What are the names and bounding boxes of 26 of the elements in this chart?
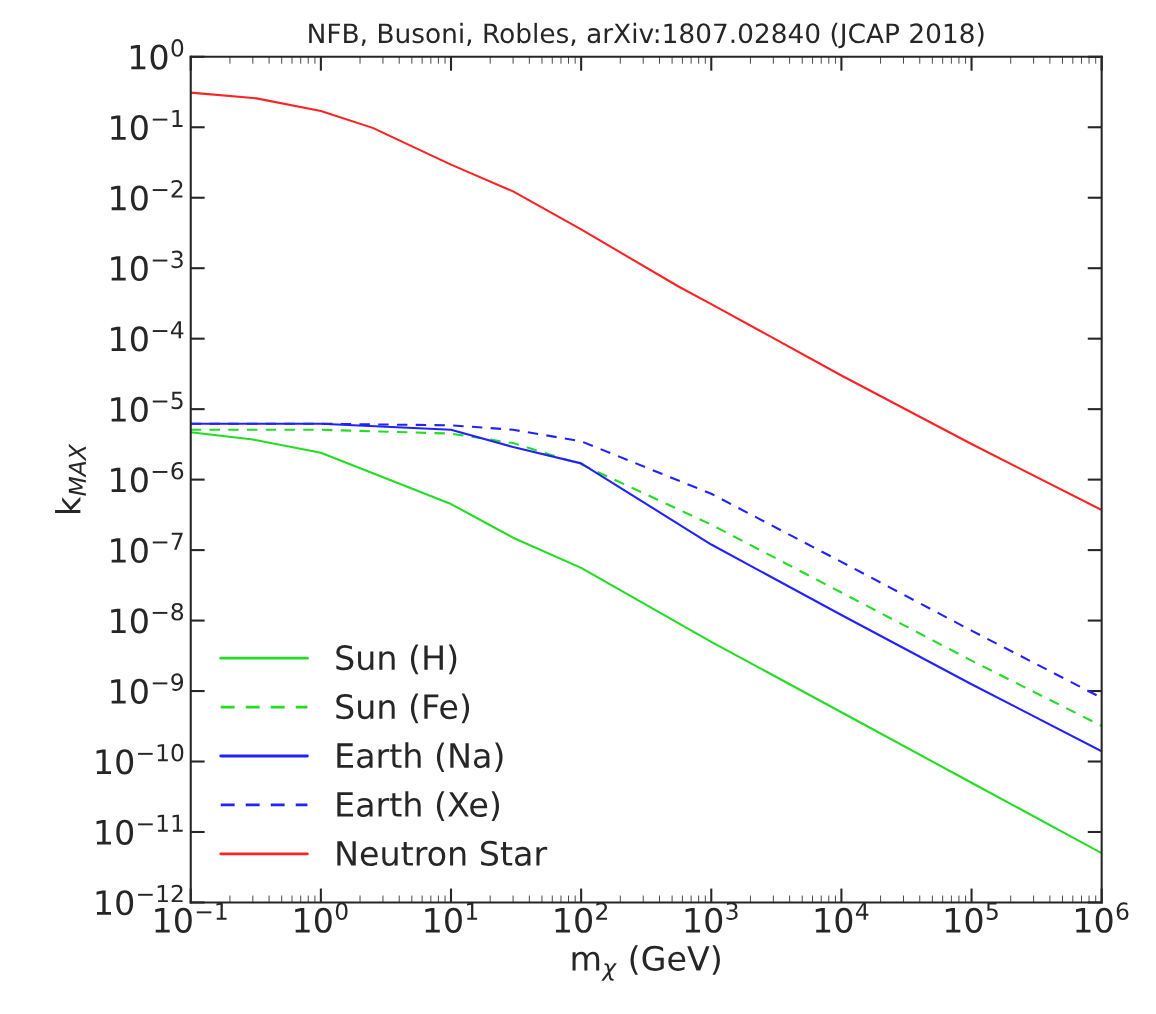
y-tick-label: 10$^{−11}$ xyxy=(96,814,183,845)
chart-title: NFB, Busoni, Robles, arXiv:1807.02840 (JCAP 2018) xyxy=(309,22,984,49)
legend-label: Sun (Fe) xyxy=(336,693,470,724)
y-tick-label: 10$^{−1}$ xyxy=(111,109,183,141)
y-tick-label: 10$^{−9}$ xyxy=(111,673,184,704)
y-axis-title: k$_{MAX}$ xyxy=(55,443,86,513)
x-axis-title: m$_{χ}$ (GeV) xyxy=(572,945,720,981)
legend-label: Earth (Na) xyxy=(337,742,503,773)
legend-label: Neutron Star xyxy=(337,840,548,866)
x-tick-label: 10$^{5}$ xyxy=(945,902,998,933)
y-tick-label: 10$^{−3}$ xyxy=(111,250,183,282)
x-tick-label: 10$^{0}$ xyxy=(295,902,348,933)
x-tick-label: 10$^{1}$ xyxy=(425,902,478,933)
y-tick-label: 10$^{−10}$ xyxy=(96,743,184,775)
legend-label: Earth (Xe) xyxy=(337,791,500,821)
y-tick-label: 10$^{0}$ xyxy=(130,39,184,70)
y-tick-label: 10$^{−7}$ xyxy=(111,532,183,563)
y-tick-label: 10$^{−5}$ xyxy=(111,391,183,423)
y-tick-label: 10$^{−6}$ xyxy=(111,461,184,493)
legend-label: Sun (H) xyxy=(336,644,457,675)
y-tick-label: 10$^{−4}$ xyxy=(111,321,184,352)
y-tick-label: 10$^{−8}$ xyxy=(111,602,184,634)
x-tick-label: 10$^{2}$ xyxy=(555,902,608,933)
x-tick-label: 10$^{4}$ xyxy=(815,902,869,933)
y-tick-label: 10$^{−2}$ xyxy=(111,180,183,211)
x-tick-label: 10$^{6}$ xyxy=(1076,902,1129,933)
